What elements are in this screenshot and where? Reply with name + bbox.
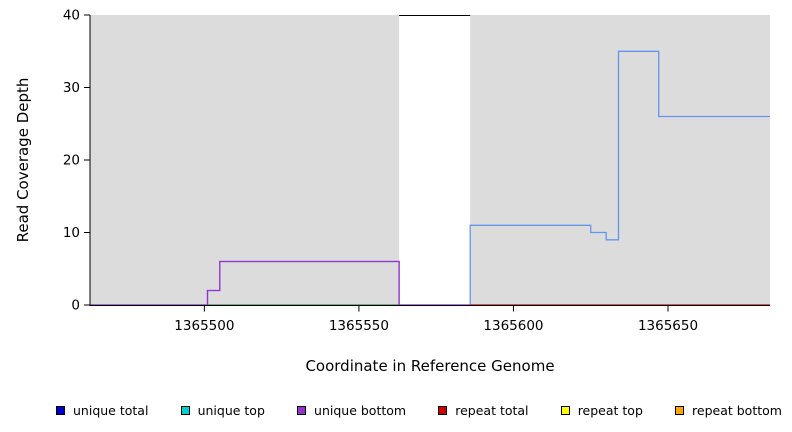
legend-label: unique top [197, 402, 265, 418]
legend-label: repeat total [455, 402, 529, 418]
legend-swatch [180, 405, 190, 415]
coverage-chart: 0 10 20 30 40 1365500 1365550 1365600 1365650 Co… [14, 8, 770, 375]
legend-item: repeat top [560, 402, 643, 418]
legend: unique total unique top unique bottom repea… [0, 398, 792, 422]
x-tick-label: 1365650 [638, 318, 698, 334]
y-tick-label: 10 [63, 225, 80, 241]
y-tick-label: 30 [63, 80, 80, 96]
legend-item: unique total [56, 403, 148, 418]
y-tick-label: 0 [71, 298, 80, 314]
x-axis-title: Coordinate in Reference Genome [305, 357, 554, 375]
legend-label: unique bottom [314, 402, 407, 418]
legend-item: unique top [180, 402, 265, 418]
x-tick-label: 1365550 [329, 318, 389, 334]
y-tick-label: 40 [63, 8, 80, 24]
chart-generated-layer: 0 10 20 30 40 1365500 1365550 1365600 1365650 [63, 8, 770, 334]
x-tick-label: 1365600 [483, 318, 543, 334]
legend-swatch [560, 405, 570, 415]
legend-swatch [675, 405, 685, 415]
shaded-region [90, 15, 400, 305]
legend-item: repeat total [438, 402, 529, 418]
legend-label: repeat bottom [692, 402, 782, 418]
x-tick-label: 1365500 [174, 318, 234, 334]
legend-swatch [297, 405, 307, 415]
series-unique-bottom [90, 260, 471, 306]
shaded-region [470, 15, 770, 305]
legend-swatch [438, 405, 448, 415]
legend-label: repeat top [577, 402, 643, 418]
legend-swatch [56, 405, 65, 415]
legend-item: repeat bottom [675, 403, 782, 418]
y-tick-label: 20 [63, 153, 80, 169]
legend-label: unique total [73, 402, 149, 418]
y-axis-title: Read Coverage Depth [14, 78, 32, 243]
legend-item: unique bottom [297, 403, 406, 418]
